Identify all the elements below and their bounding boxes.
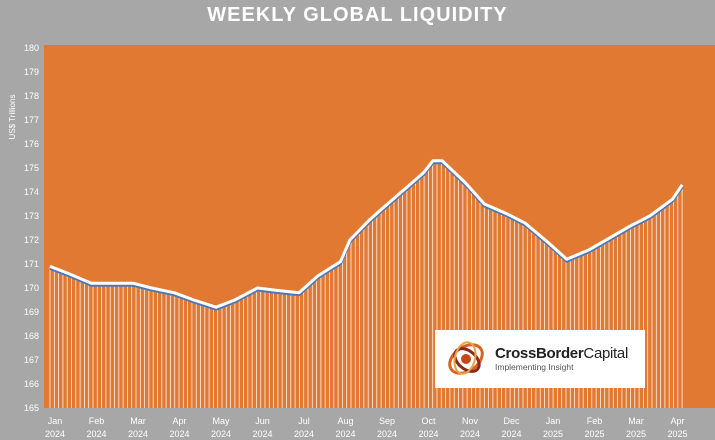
- y-tick-label: 171: [24, 259, 39, 269]
- y-tick-label: 172: [24, 235, 39, 245]
- y-tick-label: 178: [24, 91, 39, 101]
- x-tick-year: 2024: [335, 429, 355, 439]
- x-tick-month: Apr: [670, 416, 684, 426]
- x-tick-year: 2024: [377, 429, 397, 439]
- y-tick-label: 168: [24, 331, 39, 341]
- y-tick-label: 170: [24, 283, 39, 293]
- x-tick-month: Jul: [298, 416, 310, 426]
- x-tick-year: 2024: [501, 429, 521, 439]
- y-tick-label: 179: [24, 67, 39, 77]
- x-tick-month: Jan: [546, 416, 561, 426]
- x-tick-year: 2025: [543, 429, 563, 439]
- x-tick-month: Oct: [421, 416, 436, 426]
- x-tick-year: 2024: [211, 429, 231, 439]
- y-tick-label: 175: [24, 163, 39, 173]
- x-tick-month: Jan: [48, 416, 63, 426]
- x-tick-month: Aug: [337, 416, 353, 426]
- x-tick-year: 2024: [128, 429, 148, 439]
- x-tick-month: Apr: [172, 416, 186, 426]
- x-tick-year: 2025: [584, 429, 604, 439]
- y-tick-label: 180: [24, 43, 39, 53]
- logo-tagline: Implementing Insight: [495, 362, 574, 373]
- y-tick-label: 169: [24, 307, 39, 317]
- x-tick-month: Feb: [89, 416, 105, 426]
- logo-name: CrossBorderCapital: [495, 345, 628, 363]
- x-tick-month: Nov: [462, 416, 479, 426]
- x-tick-month: May: [212, 416, 230, 426]
- x-axis: Jan 2024 Feb 2024 Mar 2024 Apr 2024 May 2024 Jun 20…: [45, 416, 688, 439]
- x-tick-year: 2024: [418, 429, 438, 439]
- x-tick-month: Feb: [587, 416, 603, 426]
- y-tick-label: 173: [24, 211, 39, 221]
- x-tick-year: 2024: [294, 429, 314, 439]
- x-tick-month: Mar: [130, 416, 146, 426]
- x-tick-year: 2025: [667, 429, 687, 439]
- y-tick-label: 167: [24, 355, 39, 365]
- x-tick-year: 2024: [460, 429, 480, 439]
- chart-title: WEEKLY GLOBAL LIQUIDITY: [207, 4, 508, 26]
- y-axis-label: US$ Trillions: [8, 95, 17, 140]
- x-tick-month: Dec: [503, 416, 520, 426]
- x-tick-year: 2024: [86, 429, 106, 439]
- y-tick-label: 176: [24, 139, 39, 149]
- x-tick-month: Sep: [379, 416, 395, 426]
- y-tick-label: 177: [24, 115, 39, 125]
- y-tick-label: 174: [24, 187, 39, 197]
- x-tick-year: 2024: [169, 429, 189, 439]
- x-tick-year: 2025: [626, 429, 646, 439]
- logo-swirl-icon: [448, 341, 484, 375]
- crossborder-logo: CrossBorderCapital Implementing Insight: [435, 330, 645, 388]
- x-tick-year: 2024: [45, 429, 65, 439]
- y-axis: 165 166 167 168 169 170 171 172 173 174 175 176 177 1…: [24, 43, 39, 413]
- series-line: [49, 159, 684, 309]
- y-tick-label: 166: [24, 379, 39, 389]
- y-tick-label: 165: [24, 403, 39, 413]
- x-tick-month: Jun: [255, 416, 270, 426]
- x-tick-year: 2024: [252, 429, 272, 439]
- x-tick-month: Mar: [628, 416, 644, 426]
